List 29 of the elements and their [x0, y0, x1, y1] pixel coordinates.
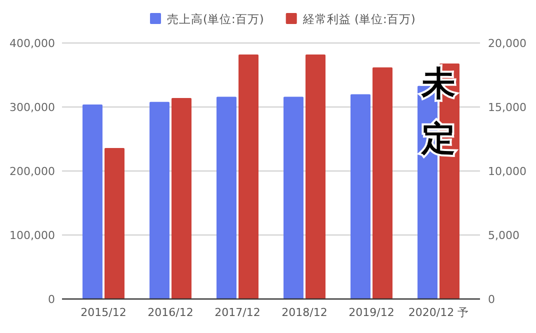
y2-tick-label: 10,000 [488, 165, 526, 178]
y2-tick-label: 5,000 [488, 229, 520, 242]
bar [150, 102, 170, 299]
bar [104, 148, 124, 299]
y-tick-label: 0 [48, 293, 55, 306]
bar [350, 94, 370, 299]
bar [172, 98, 192, 299]
x-tick-label: 2016/12 [148, 306, 194, 319]
x-tick-label: 2015/12 [80, 306, 126, 319]
legend-label: 経常利益 (単位:百万) [302, 12, 416, 26]
annotation: 未定 [420, 64, 456, 159]
y-tick-label: 300,000 [10, 101, 55, 114]
legend-label: 売上高(単位:百万) [167, 12, 264, 26]
y-tick-label: 400,000 [10, 37, 55, 50]
bar [238, 54, 258, 299]
x-tick-label: 2020/12 予 [408, 306, 469, 319]
bar [372, 67, 392, 299]
bar [216, 96, 236, 299]
y-tick-label: 100,000 [10, 229, 55, 242]
x-tick-label: 2017/12 [214, 306, 260, 319]
y2-tick-label: 0 [488, 293, 495, 306]
x-tick-label: 2019/12 [348, 306, 394, 319]
bar [284, 96, 304, 299]
x-tick-label: 2018/12 [282, 306, 328, 319]
y-tick-label: 200,000 [10, 165, 55, 178]
y2-tick-label: 20,000 [488, 37, 526, 50]
bar [306, 54, 326, 299]
bar [82, 104, 102, 299]
y2-tick-label: 15,000 [488, 101, 526, 114]
